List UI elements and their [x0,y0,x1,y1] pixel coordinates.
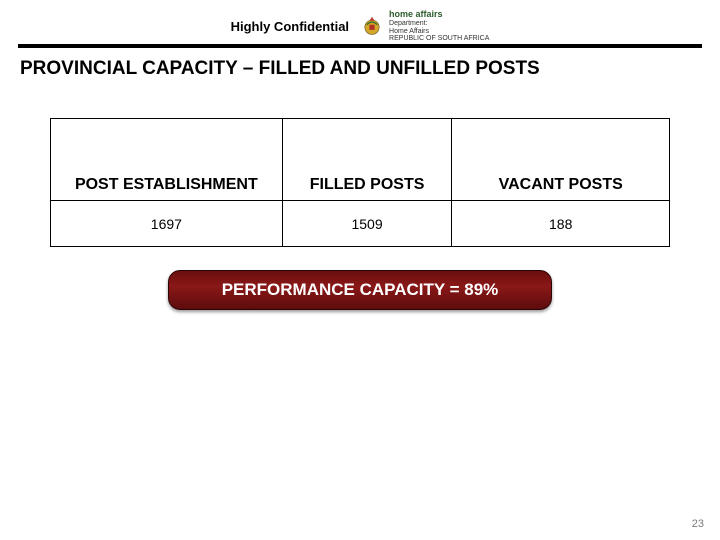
header: Highly Confidential home affairs Departm… [20,10,700,43]
cell-filled-posts: 1509 [282,201,452,247]
performance-capacity-banner: PERFORMANCE CAPACITY = 89% [168,270,552,310]
department-logo: home affairs Department: Home Affairs RE… [359,10,489,43]
dept-name: home affairs [389,10,489,20]
sa-crest-icon [359,13,385,39]
header-divider [18,44,702,48]
cell-post-establishment: 1697 [51,201,283,247]
table-row: 1697 1509 188 [51,201,670,247]
col-header-vacant-posts: VACANT POSTS [452,119,670,201]
col-header-post-establishment: POST ESTABLISHMENT [51,119,283,201]
cell-vacant-posts: 188 [452,201,670,247]
col-header-filled-posts: FILLED POSTS [282,119,452,201]
classification-label: Highly Confidential [231,19,349,34]
performance-capacity-text: PERFORMANCE CAPACITY = 89% [222,280,499,300]
dept-line3: Home Affairs [389,28,489,36]
dept-line4: REPUBLIC OF SOUTH AFRICA [389,35,489,43]
page-number: 23 [692,518,704,530]
table-header-row: POST ESTABLISHMENT FILLED POSTS VACANT P… [51,119,670,201]
department-text: home affairs Department: Home Affairs RE… [389,10,489,43]
dept-line2: Department: [389,20,489,28]
capacity-table: POST ESTABLISHMENT FILLED POSTS VACANT P… [50,118,670,247]
page-title: PROVINCIAL CAPACITY – FILLED AND UNFILLE… [20,58,540,80]
